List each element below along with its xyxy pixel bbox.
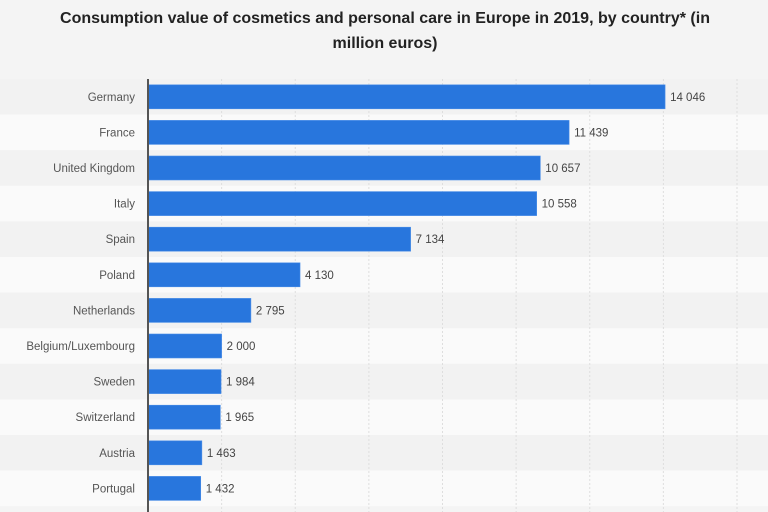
bar <box>147 333 222 359</box>
value-label: 10 558 <box>542 199 577 211</box>
category-label: Spain <box>106 234 135 246</box>
value-label: 1 432 <box>206 483 235 495</box>
row-band <box>0 292 768 329</box>
value-label: 1 965 <box>225 412 254 424</box>
row-band <box>0 435 768 471</box>
bar <box>147 404 221 430</box>
bar <box>147 120 570 145</box>
bar <box>147 191 537 216</box>
category-label: Poland <box>99 270 135 282</box>
bar <box>147 440 203 466</box>
row-band <box>0 328 768 364</box>
category-label: Netherlands <box>73 305 135 317</box>
value-label: 2 000 <box>227 341 256 353</box>
bar <box>147 84 666 110</box>
row-band <box>0 257 768 293</box>
category-label: Belgium/Luxembourg <box>26 341 135 353</box>
value-label: 1 984 <box>226 377 255 389</box>
category-label: Austria <box>99 448 135 460</box>
value-label: 2 795 <box>256 305 285 317</box>
category-label: France <box>99 127 135 139</box>
bar <box>147 369 222 394</box>
bar <box>147 298 252 323</box>
value-label: 11 439 <box>574 127 608 139</box>
chart-title: Consumption value of cosmetics and perso… <box>60 10 710 52</box>
category-label: United Kingdom <box>53 163 135 175</box>
value-label: 14 046 <box>670 92 705 104</box>
bar <box>147 155 541 181</box>
row-band <box>0 399 768 435</box>
row-band <box>0 363 768 400</box>
value-label: 10 657 <box>545 163 580 175</box>
category-label: Sweden <box>93 377 135 389</box>
category-label: Switzerland <box>76 412 135 424</box>
category-label: Italy <box>114 199 135 211</box>
value-label: 7 134 <box>416 234 445 246</box>
value-label: 4 130 <box>305 270 334 282</box>
value-label: 1 463 <box>207 448 236 460</box>
row-band <box>0 470 768 507</box>
category-label: Germany <box>88 92 136 104</box>
bar <box>147 262 301 288</box>
bar <box>147 476 202 501</box>
category-label: Portugal <box>92 483 135 495</box>
bar <box>147 226 411 252</box>
